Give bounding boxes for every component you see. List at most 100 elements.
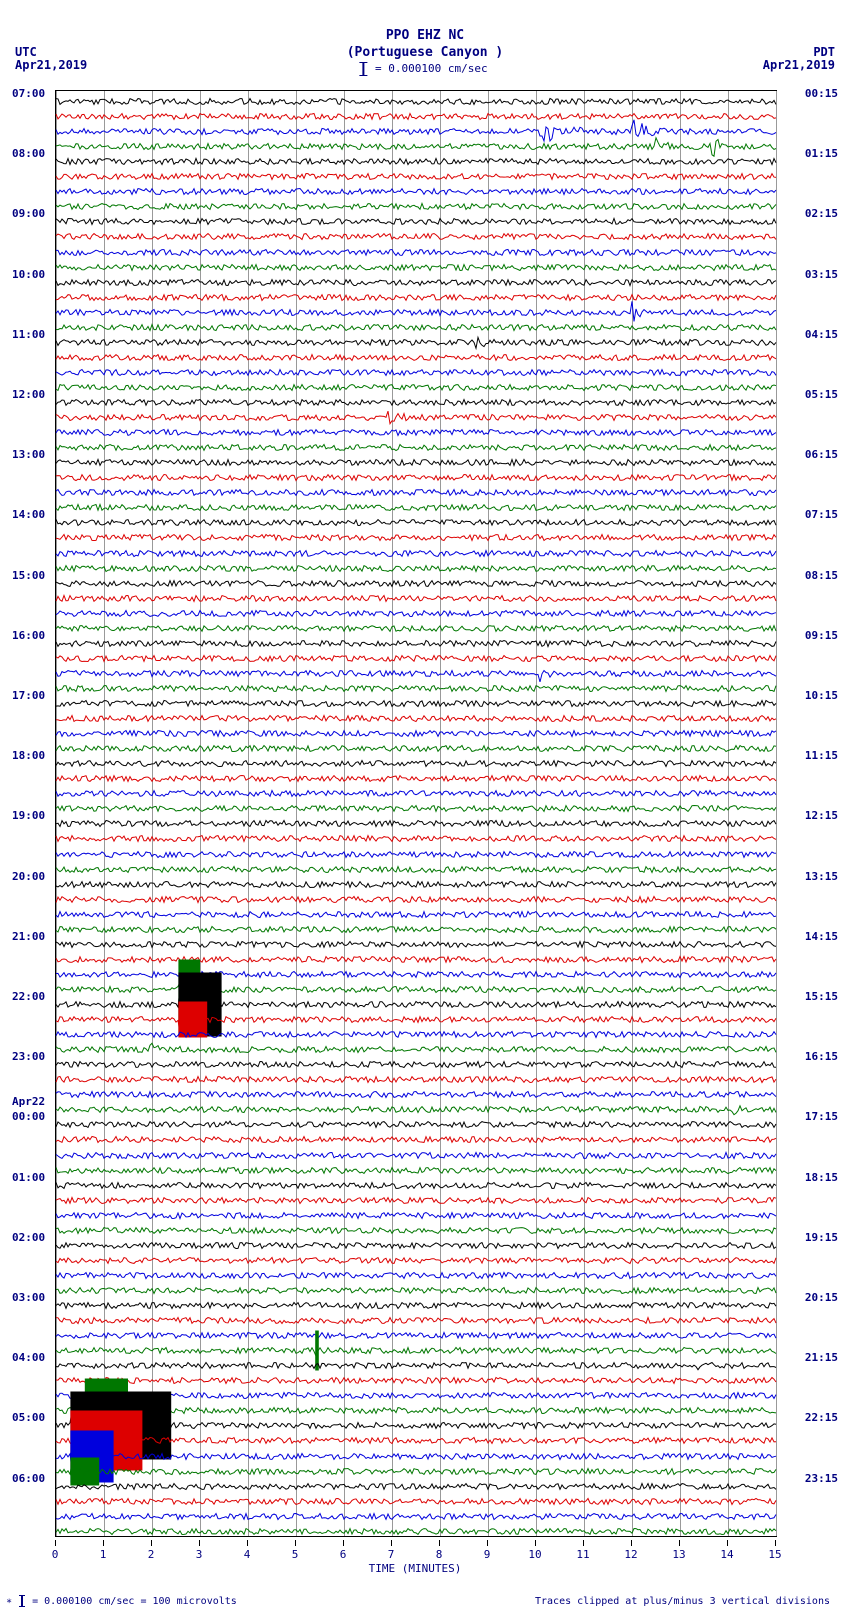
- utc-time-label: 00:00: [12, 1110, 45, 1123]
- local-time-label: 13:15: [805, 870, 838, 883]
- date-right: Apr21,2019: [763, 58, 835, 72]
- x-tick: [199, 1540, 200, 1546]
- x-tick: [103, 1540, 104, 1546]
- utc-time-label: 19:00: [12, 809, 45, 822]
- x-tick: [535, 1540, 536, 1546]
- seismogram-container: PPO EHZ NC (Portuguese Canyon ) = 0.0001…: [0, 0, 850, 1613]
- date-left: Apr21,2019: [15, 58, 87, 72]
- utc-time-label: 13:00: [12, 448, 45, 461]
- local-time-label: 18:15: [805, 1171, 838, 1184]
- footer-clip-note: Traces clipped at plus/minus 3 vertical …: [535, 1596, 830, 1607]
- x-tick: [55, 1540, 56, 1546]
- utc-time-label: 07:00: [12, 87, 45, 100]
- timezone-left: UTC: [15, 45, 37, 59]
- scale-text: = 0.000100 cm/sec: [375, 62, 488, 75]
- utc-time-label: 11:00: [12, 328, 45, 341]
- x-tick: [583, 1540, 584, 1546]
- local-time-label: 12:15: [805, 809, 838, 822]
- utc-time-label: Apr22: [12, 1095, 45, 1108]
- x-tick: [151, 1540, 152, 1546]
- local-time-label: 00:15: [805, 87, 838, 100]
- local-time-label: 11:15: [805, 749, 838, 762]
- x-tick: [343, 1540, 344, 1546]
- x-tick-label: 7: [388, 1548, 395, 1561]
- x-tick-label: 6: [340, 1548, 347, 1561]
- local-time-label: 01:15: [805, 147, 838, 160]
- local-time-label: 05:15: [805, 388, 838, 401]
- local-time-label: 07:15: [805, 508, 838, 521]
- x-tick: [487, 1540, 488, 1546]
- x-axis-title: TIME (MINUTES): [369, 1562, 462, 1575]
- utc-time-label: 01:00: [12, 1171, 45, 1184]
- utc-time-label: 23:00: [12, 1050, 45, 1063]
- utc-time-label: 15:00: [12, 569, 45, 582]
- station-location: (Portuguese Canyon ): [0, 45, 850, 60]
- utc-time-label: 12:00: [12, 388, 45, 401]
- amplitude-scale: = 0.000100 cm/sec: [362, 62, 487, 76]
- local-time-label: 08:15: [805, 569, 838, 582]
- x-tick-label: 13: [672, 1548, 685, 1561]
- local-time-label: 19:15: [805, 1231, 838, 1244]
- scale-bar-icon: [362, 62, 364, 76]
- local-time-label: 16:15: [805, 1050, 838, 1063]
- x-tick: [247, 1540, 248, 1546]
- local-time-label: 06:15: [805, 448, 838, 461]
- x-tick: [295, 1540, 296, 1546]
- utc-time-label: 06:00: [12, 1472, 45, 1485]
- x-tick-label: 12: [624, 1548, 637, 1561]
- local-time-label: 22:15: [805, 1411, 838, 1424]
- x-tick-label: 15: [768, 1548, 781, 1561]
- x-tick: [727, 1540, 728, 1546]
- x-axis: TIME (MINUTES) 0123456789101112131415: [55, 1540, 775, 1570]
- x-tick: [439, 1540, 440, 1546]
- local-time-label: 04:15: [805, 328, 838, 341]
- utc-time-label: 16:00: [12, 629, 45, 642]
- x-tick-label: 3: [196, 1548, 203, 1561]
- x-tick: [679, 1540, 680, 1546]
- grid-line-v: [776, 91, 777, 1536]
- helicorder-plot: [55, 90, 777, 1537]
- x-tick-label: 10: [528, 1548, 541, 1561]
- local-time-label: 17:15: [805, 1110, 838, 1123]
- footer-scale: ∗ = 0.000100 cm/sec = 100 microvolts: [6, 1595, 237, 1607]
- utc-time-label: 21:00: [12, 930, 45, 943]
- x-tick-label: 11: [576, 1548, 589, 1561]
- x-tick-label: 14: [720, 1548, 733, 1561]
- local-time-label: 03:15: [805, 268, 838, 281]
- footer-scale-star: ∗: [6, 1596, 12, 1607]
- utc-time-label: 03:00: [12, 1291, 45, 1304]
- utc-time-label: 20:00: [12, 870, 45, 883]
- footer-scale-text: = 0.000100 cm/sec = 100 microvolts: [32, 1596, 237, 1607]
- timezone-right: PDT: [813, 45, 835, 59]
- utc-time-label: 08:00: [12, 147, 45, 160]
- x-tick: [775, 1540, 776, 1546]
- chart-header: PPO EHZ NC (Portuguese Canyon ): [0, 28, 850, 60]
- x-tick-label: 0: [52, 1548, 59, 1561]
- utc-time-label: 10:00: [12, 268, 45, 281]
- local-time-label: 09:15: [805, 629, 838, 642]
- seismic-trace: [56, 1524, 776, 1539]
- footer-scale-bar-icon: [21, 1595, 23, 1607]
- utc-time-label: 22:00: [12, 990, 45, 1003]
- x-tick-label: 8: [436, 1548, 443, 1561]
- x-tick-label: 2: [148, 1548, 155, 1561]
- utc-time-label: 14:00: [12, 508, 45, 521]
- local-time-label: 15:15: [805, 990, 838, 1003]
- utc-time-label: 17:00: [12, 689, 45, 702]
- x-tick-label: 9: [484, 1548, 491, 1561]
- x-tick: [391, 1540, 392, 1546]
- utc-time-label: 05:00: [12, 1411, 45, 1424]
- local-time-label: 21:15: [805, 1351, 838, 1364]
- x-tick-label: 4: [244, 1548, 251, 1561]
- utc-time-label: 09:00: [12, 207, 45, 220]
- x-tick: [631, 1540, 632, 1546]
- local-time-label: 23:15: [805, 1472, 838, 1485]
- utc-time-label: 18:00: [12, 749, 45, 762]
- local-time-label: 20:15: [805, 1291, 838, 1304]
- local-time-label: 02:15: [805, 207, 838, 220]
- utc-time-label: 04:00: [12, 1351, 45, 1364]
- x-tick-label: 5: [292, 1548, 299, 1561]
- station-id: PPO EHZ NC: [0, 28, 850, 43]
- local-time-label: 10:15: [805, 689, 838, 702]
- x-tick-label: 1: [100, 1548, 107, 1561]
